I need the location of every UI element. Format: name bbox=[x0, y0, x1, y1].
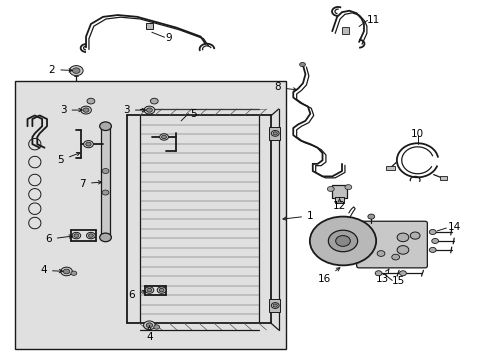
Circle shape bbox=[147, 288, 151, 292]
Circle shape bbox=[143, 321, 155, 329]
Circle shape bbox=[81, 106, 91, 114]
Circle shape bbox=[159, 134, 168, 140]
Text: 1: 1 bbox=[283, 211, 313, 221]
Text: 3: 3 bbox=[60, 105, 82, 115]
Text: 5: 5 bbox=[190, 109, 196, 119]
Bar bbox=[15, 81, 285, 348]
Text: 2: 2 bbox=[49, 64, 72, 75]
Circle shape bbox=[367, 214, 374, 219]
Circle shape bbox=[272, 132, 277, 135]
Circle shape bbox=[61, 267, 72, 276]
Text: 7: 7 bbox=[79, 179, 102, 189]
Circle shape bbox=[309, 217, 375, 265]
Circle shape bbox=[72, 232, 81, 239]
Circle shape bbox=[396, 233, 408, 242]
Circle shape bbox=[71, 271, 77, 275]
Circle shape bbox=[100, 233, 111, 242]
Text: 16: 16 bbox=[317, 267, 339, 284]
Circle shape bbox=[399, 271, 406, 276]
Circle shape bbox=[72, 68, 80, 73]
Text: 5: 5 bbox=[58, 152, 80, 165]
Circle shape bbox=[88, 234, 93, 237]
Bar bbox=[268, 299, 279, 312]
Circle shape bbox=[159, 288, 163, 292]
Circle shape bbox=[409, 232, 419, 239]
Bar bbox=[101, 126, 110, 237]
Circle shape bbox=[376, 251, 384, 256]
Bar bbox=[341, 27, 348, 34]
Circle shape bbox=[102, 190, 109, 195]
Text: 3: 3 bbox=[123, 105, 145, 115]
Text: 4: 4 bbox=[41, 265, 62, 275]
Text: 10: 10 bbox=[410, 129, 423, 139]
Text: 13: 13 bbox=[375, 269, 388, 284]
Circle shape bbox=[69, 66, 83, 76]
Circle shape bbox=[272, 304, 277, 307]
Bar bbox=[439, 176, 447, 180]
Circle shape bbox=[154, 325, 159, 329]
Text: 15: 15 bbox=[391, 276, 404, 286]
Circle shape bbox=[431, 238, 438, 243]
Circle shape bbox=[428, 247, 435, 252]
Circle shape bbox=[74, 234, 79, 237]
Bar bbox=[268, 127, 279, 140]
Circle shape bbox=[328, 230, 357, 252]
Text: 9: 9 bbox=[165, 33, 172, 43]
Circle shape bbox=[100, 122, 111, 131]
Circle shape bbox=[327, 186, 333, 192]
Bar bbox=[145, 23, 153, 30]
Text: 14: 14 bbox=[447, 222, 460, 232]
Circle shape bbox=[374, 271, 381, 276]
Text: 4: 4 bbox=[146, 326, 152, 342]
Circle shape bbox=[271, 131, 279, 136]
Text: 11: 11 bbox=[366, 15, 380, 26]
Circle shape bbox=[162, 135, 166, 139]
Circle shape bbox=[335, 235, 349, 246]
Circle shape bbox=[396, 246, 408, 254]
Circle shape bbox=[150, 98, 158, 104]
Text: 6: 6 bbox=[128, 290, 145, 300]
Circle shape bbox=[83, 108, 89, 112]
Circle shape bbox=[86, 232, 95, 239]
Circle shape bbox=[145, 287, 154, 293]
Circle shape bbox=[344, 185, 351, 190]
Circle shape bbox=[271, 303, 279, 309]
Text: 8: 8 bbox=[274, 82, 296, 93]
Bar bbox=[385, 166, 394, 170]
Circle shape bbox=[157, 287, 165, 293]
Circle shape bbox=[144, 106, 155, 114]
Circle shape bbox=[146, 108, 152, 112]
Circle shape bbox=[391, 254, 399, 260]
Circle shape bbox=[85, 142, 91, 146]
Circle shape bbox=[428, 229, 435, 234]
Circle shape bbox=[83, 140, 93, 148]
Bar bbox=[331, 185, 346, 198]
Circle shape bbox=[102, 168, 109, 174]
Bar bbox=[334, 197, 344, 203]
Circle shape bbox=[63, 269, 70, 274]
Circle shape bbox=[146, 323, 152, 328]
Text: 6: 6 bbox=[45, 234, 72, 244]
Text: 12: 12 bbox=[332, 198, 346, 211]
Circle shape bbox=[299, 62, 305, 67]
Circle shape bbox=[87, 98, 95, 104]
FancyBboxPatch shape bbox=[356, 221, 427, 268]
